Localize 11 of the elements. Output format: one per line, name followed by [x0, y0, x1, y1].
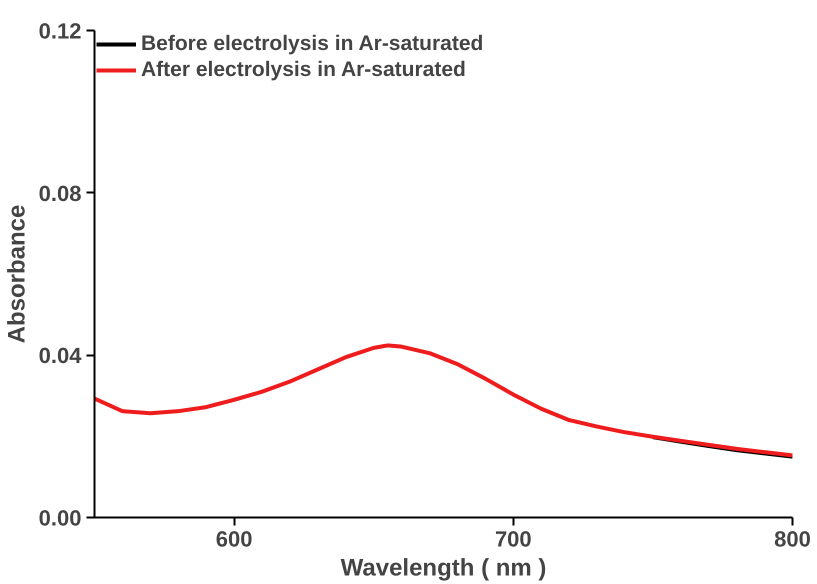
x-axis-title: Wavelength ( nm ): [340, 554, 546, 582]
y-tick-label: 0.08: [38, 180, 82, 206]
y-tick-label: 0.00: [38, 506, 82, 530]
y-tick-label: 0.12: [38, 18, 82, 44]
x-tick-label: 600: [216, 526, 252, 552]
legend-label: Before electrolysis in Ar-saturated: [141, 32, 484, 56]
y-axis-title: Absorbance: [4, 204, 31, 344]
x-tick-label: 700: [494, 526, 532, 552]
x-tick-label: 800: [774, 526, 811, 552]
legend-label: After electrolysis in Ar-saturated: [141, 58, 466, 82]
y-tick-label: 0.04: [38, 343, 82, 368]
